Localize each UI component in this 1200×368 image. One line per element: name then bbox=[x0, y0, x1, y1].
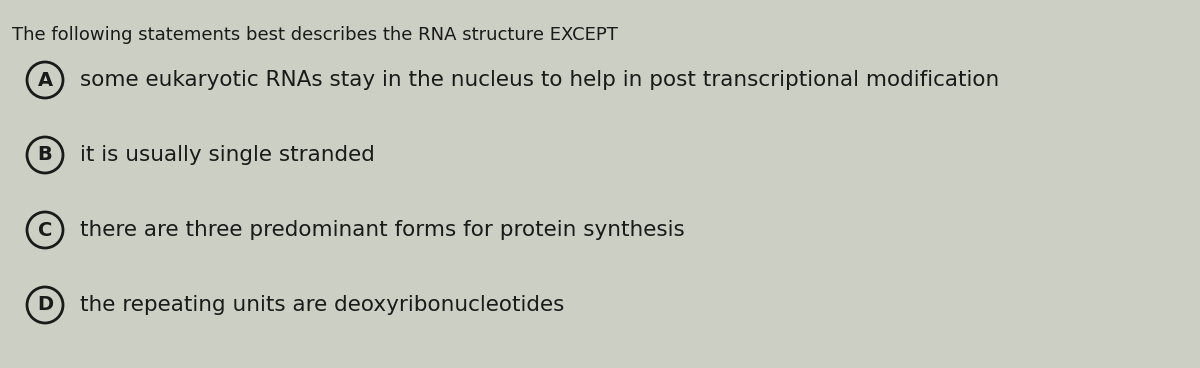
Text: C: C bbox=[38, 220, 52, 240]
Text: it is usually single stranded: it is usually single stranded bbox=[80, 145, 374, 165]
Text: some eukaryotic RNAs stay in the nucleus to help in post transcriptional modific: some eukaryotic RNAs stay in the nucleus… bbox=[80, 70, 1000, 90]
Text: The following statements best describes the RNA structure EXCEPT: The following statements best describes … bbox=[12, 26, 618, 44]
Text: A: A bbox=[37, 71, 53, 89]
Text: D: D bbox=[37, 296, 53, 315]
Text: B: B bbox=[37, 145, 53, 164]
Text: there are three predominant forms for protein synthesis: there are three predominant forms for pr… bbox=[80, 220, 685, 240]
Text: the repeating units are deoxyribonucleotides: the repeating units are deoxyribonucleot… bbox=[80, 295, 564, 315]
